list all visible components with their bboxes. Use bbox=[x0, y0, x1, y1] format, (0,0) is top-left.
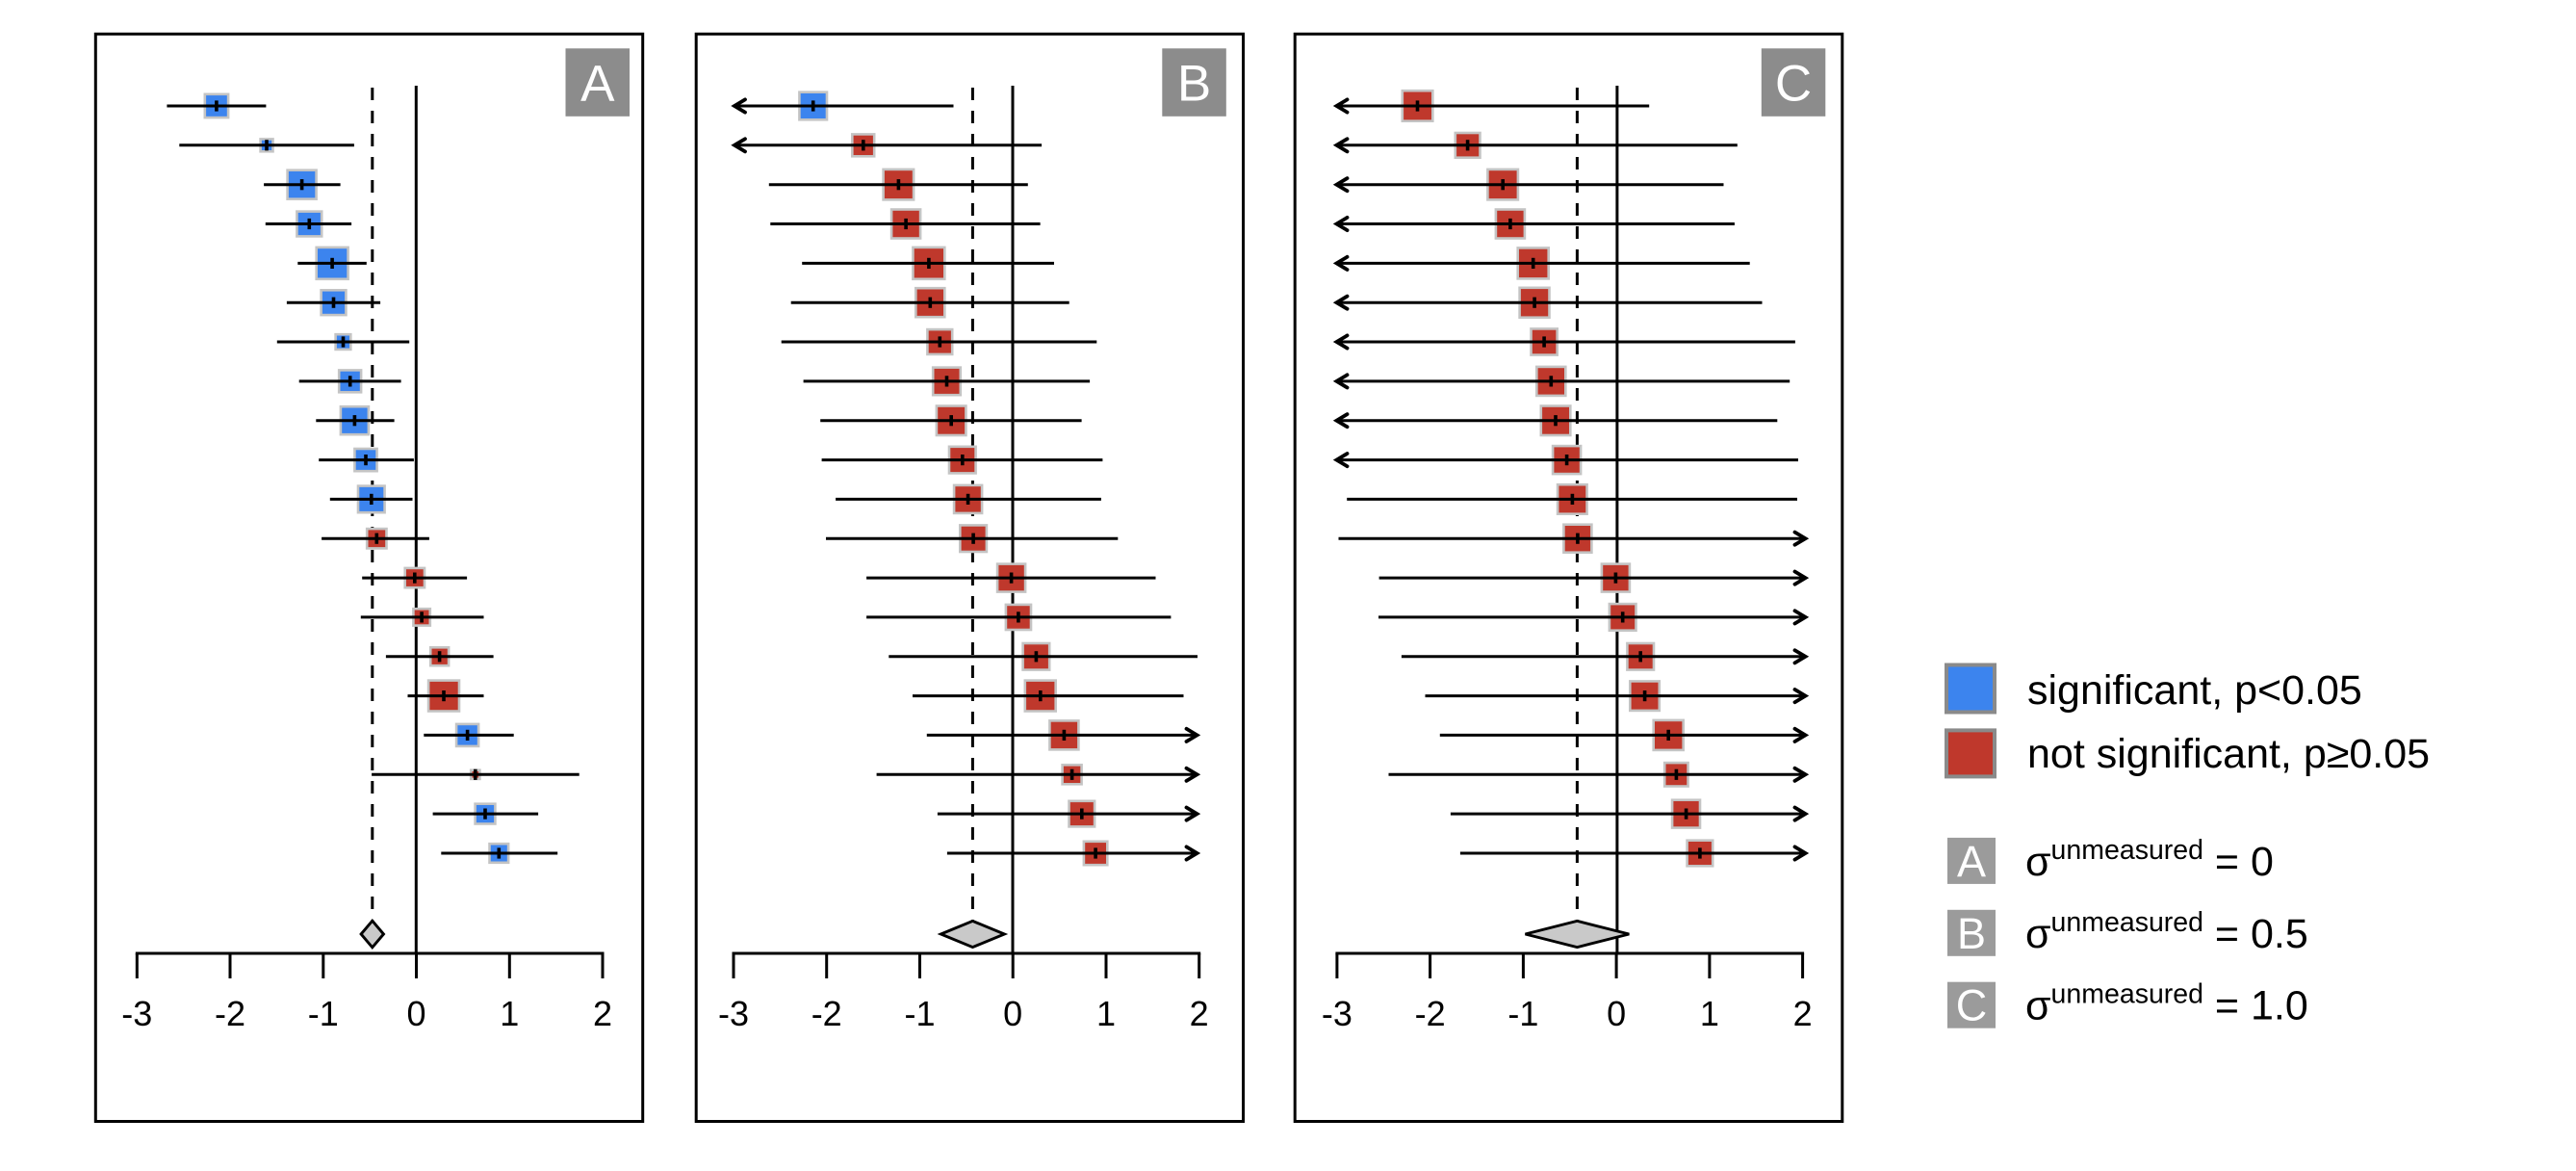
svg-text:-3: -3 bbox=[1322, 994, 1352, 1033]
svg-text:B: B bbox=[1177, 56, 1211, 113]
svg-text:-3: -3 bbox=[121, 994, 152, 1033]
svg-text:-3: -3 bbox=[718, 994, 749, 1033]
svg-text:A: A bbox=[580, 56, 615, 113]
svg-text:1: 1 bbox=[1700, 994, 1719, 1033]
svg-text:-1: -1 bbox=[308, 994, 339, 1033]
svg-text:A: A bbox=[1957, 837, 1986, 886]
svg-text:0: 0 bbox=[1003, 994, 1022, 1033]
svg-text:0: 0 bbox=[406, 994, 425, 1033]
svg-text:C: C bbox=[1956, 981, 1988, 1030]
svg-text:-2: -2 bbox=[811, 994, 842, 1033]
svg-text:B: B bbox=[1957, 909, 1986, 958]
svg-text:-2: -2 bbox=[1415, 994, 1446, 1033]
svg-text:-1: -1 bbox=[904, 994, 935, 1033]
svg-text:significant, p<0.05: significant, p<0.05 bbox=[2027, 667, 2362, 714]
svg-text:2: 2 bbox=[593, 994, 612, 1033]
svg-text:-2: -2 bbox=[215, 994, 245, 1033]
svg-text:not significant, p≥0.05: not significant, p≥0.05 bbox=[2027, 731, 2430, 777]
svg-text:2: 2 bbox=[1190, 994, 1209, 1033]
svg-text:1: 1 bbox=[500, 994, 519, 1033]
svg-text:0: 0 bbox=[1607, 994, 1626, 1033]
svg-text:C: C bbox=[1775, 56, 1812, 113]
svg-text:-1: -1 bbox=[1507, 994, 1538, 1033]
svg-text:2: 2 bbox=[1793, 994, 1813, 1033]
svg-text:1: 1 bbox=[1096, 994, 1116, 1033]
